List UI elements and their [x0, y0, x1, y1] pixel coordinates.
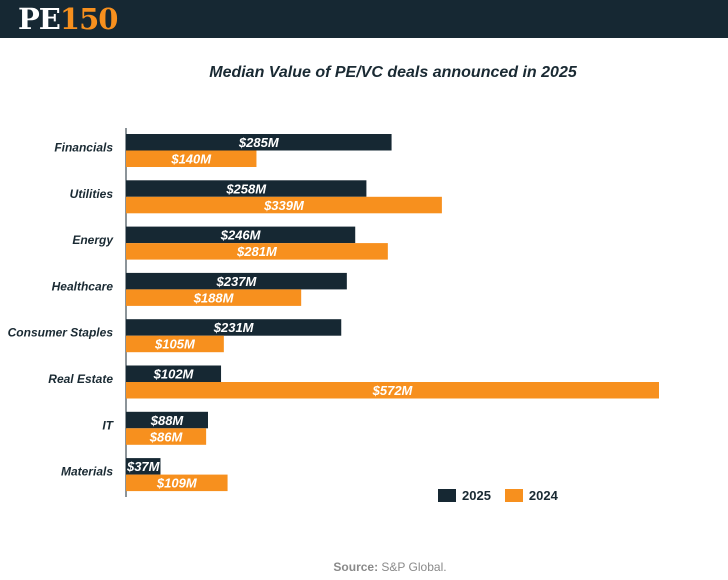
category-label: Financials	[54, 141, 113, 155]
bar-2024	[126, 150, 257, 167]
data-label-2024: $339M	[263, 198, 305, 213]
data-label-2025: $285M	[238, 135, 280, 150]
bar-2025	[126, 365, 222, 382]
pe150-logo: PE150	[18, 2, 119, 36]
legend-item-2025: 2025	[438, 488, 491, 503]
category-label: Consumer Staples	[8, 326, 114, 340]
category-label: Healthcare	[52, 279, 114, 293]
chart-legend: 2025 2024	[438, 487, 566, 503]
bar-2024	[126, 428, 207, 445]
category-label: Utilities	[70, 187, 114, 201]
source-note: Source: S&P Global.	[0, 560, 728, 574]
data-label-2025: $258M	[225, 181, 267, 196]
data-label-2025: $88M	[150, 413, 185, 428]
category-label: Real Estate	[48, 372, 113, 386]
bar-2024	[126, 474, 228, 492]
data-label-2024: $105M	[154, 337, 196, 352]
data-label-2024: $188M	[193, 290, 235, 305]
data-label-2025: $246M	[220, 228, 262, 243]
bar-2024	[126, 289, 302, 306]
bar-2024	[126, 243, 388, 260]
category-label: Materials	[61, 465, 113, 479]
data-label-2024: $140M	[170, 152, 212, 167]
header-bar: PE150	[0, 0, 728, 38]
bar-2025	[126, 134, 392, 151]
source-prefix: Source:	[333, 560, 379, 574]
source-text: S&P Global.	[378, 560, 447, 574]
data-label-2025: $102M	[153, 367, 195, 382]
legend-label-2024: 2024	[528, 487, 558, 503]
legend-item-2024: 2024	[504, 487, 558, 503]
category-label: Energy	[72, 233, 114, 247]
data-label-2024: $109M	[156, 476, 198, 491]
bar-2025	[126, 272, 347, 290]
bar-2025	[126, 180, 367, 197]
legend-label-2025: 2025	[462, 487, 491, 503]
data-label-2024: $572M	[372, 383, 414, 398]
bar-2024	[126, 335, 224, 353]
bar-2025	[126, 226, 356, 244]
bar-2025	[126, 319, 342, 336]
logo-number-text: 150	[59, 2, 119, 36]
bar-2024	[126, 382, 659, 399]
bar-2025	[126, 458, 161, 475]
data-label-2024: $281M	[236, 244, 278, 259]
bar-2024	[126, 196, 442, 214]
data-label-2024: $86M	[149, 429, 184, 444]
bar-2025	[126, 411, 208, 429]
logo-pe-text: PE	[18, 2, 61, 36]
legend-swatch-2024	[504, 488, 523, 502]
data-label-2025: $237M	[216, 274, 258, 289]
chart-title: Median Value of PE/VC deals announced in…	[209, 64, 577, 81]
legend-swatch-2025	[438, 488, 456, 502]
data-label-2025: $231M	[213, 320, 255, 335]
category-label: IT	[102, 418, 114, 432]
data-label-2025: $37M	[126, 459, 161, 474]
